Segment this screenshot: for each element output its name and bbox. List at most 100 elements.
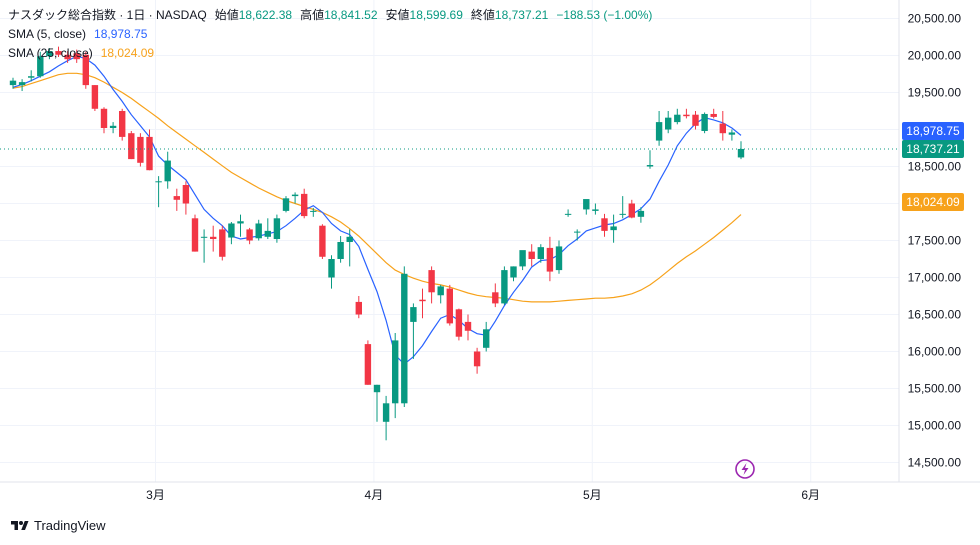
candle [346,229,353,267]
candle [601,213,608,237]
candle-body [109,125,117,129]
candle [18,79,26,92]
candle [692,111,699,130]
candle-body [182,185,190,204]
candle-body [655,122,663,141]
tradingview-branding[interactable]: TradingView [10,518,106,533]
candle [237,214,244,237]
candle-body [610,226,617,231]
candle-body [628,203,635,218]
candle-body [46,51,53,57]
candle-body [237,221,244,224]
y-tick-label: 15,500.00 [908,382,962,396]
y-tick-label: 16,500.00 [908,308,962,322]
sma-5-line-layer [12,55,742,365]
x-axis[interactable]: 3月 4月 5月 6月 [0,481,980,502]
candle-body [228,223,235,238]
candle-body [574,231,581,233]
candle-body [555,246,563,271]
price-tag: 18,024.09 [902,192,964,211]
candle [592,203,599,215]
open-label: 始値 [214,8,239,22]
candle [519,250,526,271]
candle [537,244,544,263]
sma25-label: SMA (25, close) [8,46,93,60]
x-tick-label: 5月 [583,488,602,502]
candle-body [73,53,80,60]
lightning-icon[interactable] [735,459,755,479]
candle [728,129,736,141]
candle-body [473,351,481,367]
candle [264,218,271,240]
candle-body [191,218,199,252]
candle [219,225,226,261]
y-tick-label: 17,000.00 [908,271,962,285]
candle-body [155,181,162,183]
grid-lines [0,0,899,482]
candle-body [9,80,17,86]
candle [155,176,162,208]
x-tick-label: 4月 [365,488,384,502]
candle [437,284,444,304]
candle-body [392,340,399,404]
candle [273,214,281,243]
candle [410,303,417,359]
sma25-legend-row[interactable]: SMA (25, close) 18,024.09 [8,44,652,63]
candle [564,209,572,217]
candle [574,229,581,241]
change-value: −188.53 (−1.00%) [556,8,653,22]
x-tick-label: 3月 [146,488,165,502]
candle [64,51,71,63]
candle-body [91,85,99,109]
candle-body [264,230,271,237]
y-tick-label: 20,000.00 [908,49,962,63]
candle [164,151,171,189]
price-tag: 18,737.21 [902,139,964,158]
candle-body [719,123,726,134]
chart-legend: ナスダック総合指数 · 1日 · NASDAQ 始値 18,622.38 高値 … [8,6,652,63]
candle-body [665,117,672,130]
candle-body [410,307,417,322]
candle [619,196,626,219]
candle [546,236,554,282]
y-tick-label: 18,500.00 [908,160,962,174]
candle-body [346,236,353,242]
candle-body [319,225,326,257]
candle [255,219,262,241]
candle [719,111,726,141]
y-tick-label: 17,500.00 [908,234,962,248]
y-tick-label: 19,500.00 [908,86,962,100]
candle [46,48,53,60]
sma25-value: 18,024.09 [100,46,155,60]
y-axis[interactable]: 20,500.0020,000.0019,500.0019,000.0018,5… [898,0,962,482]
candle [646,150,654,169]
candle-body [564,213,572,215]
candle-body [583,199,590,210]
candle-body [619,213,626,215]
candle [182,181,190,215]
candle-body [546,247,554,272]
candle [9,77,17,89]
candle [710,108,717,119]
candle-body [674,114,681,123]
sma5-legend-row[interactable]: SMA (5, close) 18,978.75 [8,25,652,44]
candle [210,225,217,252]
candle [109,122,117,134]
candle [492,283,499,308]
candle-body [18,82,26,86]
close-value: 18,737.21 [494,8,549,22]
candle [100,107,108,134]
candle-body [483,329,490,348]
candle [301,188,308,219]
candle-body [282,198,290,211]
symbol-title[interactable]: ナスダック総合指数 · 1日 · NASDAQ [8,8,207,22]
candle [401,266,408,407]
candle-body [55,51,62,55]
candle-body [592,209,599,211]
candle-body [328,259,335,278]
candle [392,333,399,419]
ohlc-row: ナスダック総合指数 · 1日 · NASDAQ 始値 18,622.38 高値 … [8,6,652,25]
candle [628,199,635,219]
candle [373,384,381,422]
